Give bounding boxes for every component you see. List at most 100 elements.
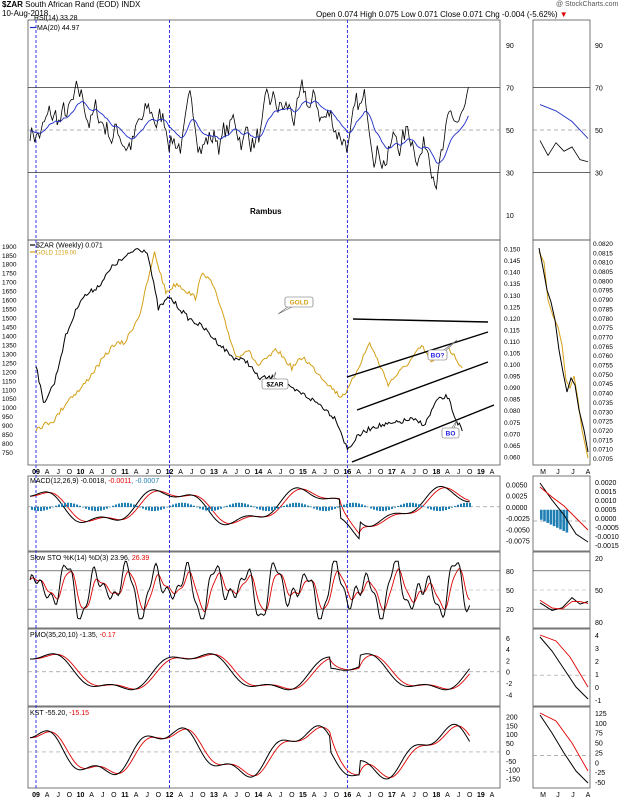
price-left-y-tick: 1800 [2,262,17,269]
osc-right-y-tick: 3 [595,646,599,653]
x-tick-label: J [56,469,60,476]
osc-y-tick: 0.0025 [506,494,528,501]
right-x-tick-label: J [571,792,575,799]
macd-right-histogram-bar [556,510,559,528]
macd-histogram-bar [241,503,243,507]
osc-right-y-tick: 80 [595,620,603,627]
macd-histogram-bar [316,507,318,510]
x-tick-label: A [45,792,50,799]
price-left-y-tick: 1500 [2,316,17,323]
pmo-right-main-line [540,637,588,699]
macd-histogram-bar [31,507,33,510]
price-right-panel-y-tick: 0.0820 [593,241,613,248]
macd-histogram-bar [286,505,288,507]
x-tick-label: 11 [121,469,129,476]
macd-histogram-bar [232,504,234,507]
x-tick-label: 18 [432,792,440,799]
osc-signal-line [30,654,470,689]
macd-histogram-bar [160,507,162,510]
gold-right-line [539,252,588,458]
x-tick-label: O [289,469,295,476]
osc-y-tick: -50 [506,759,516,766]
sto-right-main-line [540,598,588,611]
price-left-y-tick: 1650 [2,289,17,296]
macd-histogram-bar [229,505,231,507]
kst-right-signal-line [540,713,588,771]
osc-right-y-tick: -0.0015 [595,543,619,550]
x-tick-label: J [234,792,238,799]
macd-histogram-bar [82,507,84,508]
zar-legend-label: $ZAR (Weekly) 0.071 [36,243,103,250]
x-tick-label: A [401,792,406,799]
zar-line [36,249,462,450]
osc-right-y-tick: 1 [595,672,599,679]
osc-y-tick: -150 [506,776,520,783]
macd-histogram-bar [373,507,375,510]
osc-right-y-tick: 4 [595,633,599,640]
price-left-y-tick: 1550 [2,307,17,314]
macd-histogram-bar [124,503,126,507]
macd-histogram-bar [184,503,186,507]
price-right-y-tick: 0.140 [504,270,521,277]
zar-lower-trendline [352,405,494,462]
macd-histogram-bar [469,503,471,507]
x-tick-label: A [178,469,183,476]
osc-y-tick: -100 [506,768,520,775]
pmo-right-signal-line [540,635,588,687]
rsi-right-line [540,141,588,162]
x-tick-label: J [145,469,149,476]
macd-histogram-bar [106,507,108,509]
chart-date: 10-Aug-2018 [2,9,48,18]
rsi-y-tick: 50 [506,128,514,135]
osc-right-y-tick: -25 [595,770,605,777]
rsi-right-y-tick: 50 [595,128,603,135]
macd-histogram-bar [334,507,336,509]
osc-right-y-tick: 100 [595,721,607,728]
macd-histogram-bar [196,507,198,508]
macd-histogram-bar [370,507,372,509]
x-tick-label: 19 [477,469,485,476]
macd-histogram-bar [238,503,240,507]
price-right-panel-y-tick: 0.0815 [593,250,613,257]
symbol-name: South African Rand (EOD) [25,0,119,9]
x-tick-label: 14 [255,469,263,476]
x-tick-label: J [412,469,416,476]
gold-annotation-text: GOLD [290,300,309,307]
osc-y-tick: -4 [506,692,512,699]
macd-histogram-bar [121,503,123,507]
x-tick-label: A [89,792,94,799]
macd-histogram-bar [208,507,210,511]
x-tick-label: J [368,469,372,476]
macd-histogram-bar [430,507,432,510]
rambus-label: Rambus [250,207,282,216]
macd-histogram-bar [442,507,444,511]
x-tick-label: O [378,792,384,799]
price-left-y-tick: 1900 [2,244,17,251]
osc-right-y-tick: -0.0005 [595,525,619,532]
macd-histogram-bar [364,506,366,507]
x-tick-label: O [200,792,206,799]
macd-histogram-bar [79,506,81,507]
x-tick-label: A [445,792,450,799]
macd-histogram-bar [319,507,321,511]
panel-frame-2 [28,476,500,551]
macd-histogram-bar [295,503,297,507]
x-tick-label: A [45,469,50,476]
osc-signal-line [30,569,470,612]
x-tick-label: J [56,792,60,799]
gold-upper-trendline [353,319,488,322]
macd-right-histogram-bar [559,510,562,530]
price-right-panel-y-tick: 0.0735 [593,400,613,407]
x-tick-label: O [423,792,429,799]
x-tick-label: A [89,469,94,476]
macd-histogram-bar [274,507,276,510]
macd-histogram-bar [436,507,438,511]
high-value: High 0.075 [360,10,399,19]
macd-histogram-bar [112,506,114,507]
macd-histogram-bar [343,505,345,507]
x-tick-label: A [223,792,228,799]
x-tick-label: J [190,792,194,799]
macd-histogram-bar [175,504,177,507]
osc-right-y-tick: 0 [595,685,599,692]
macd-histogram-bar [298,503,300,507]
